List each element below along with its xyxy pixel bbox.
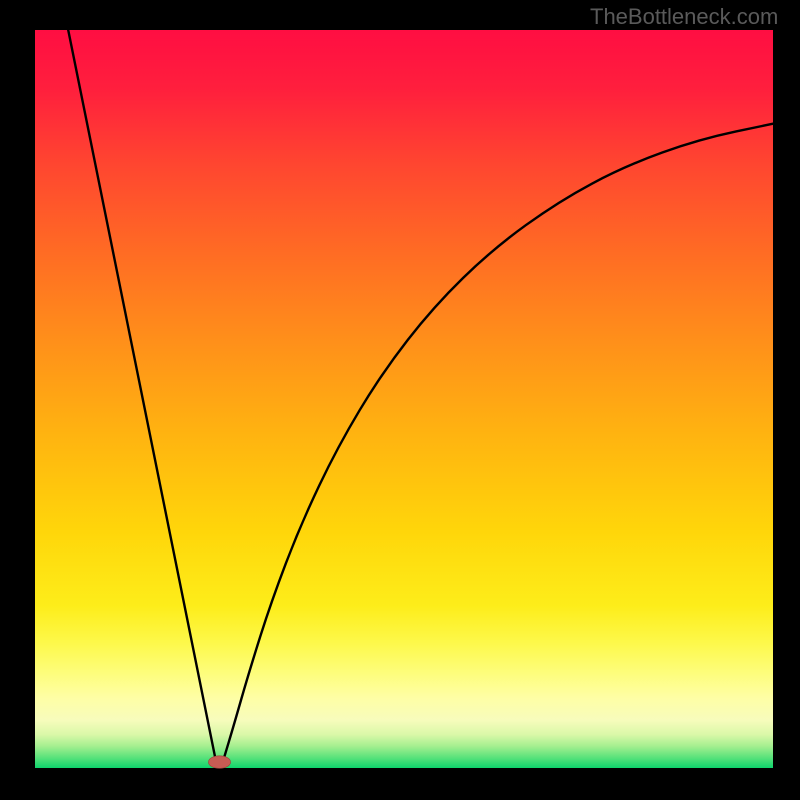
watermark-text: TheBottleneck.com: [590, 4, 778, 30]
optimum-marker: [208, 756, 230, 769]
bottleneck-chart: [0, 0, 800, 800]
plot-background: [35, 30, 773, 768]
